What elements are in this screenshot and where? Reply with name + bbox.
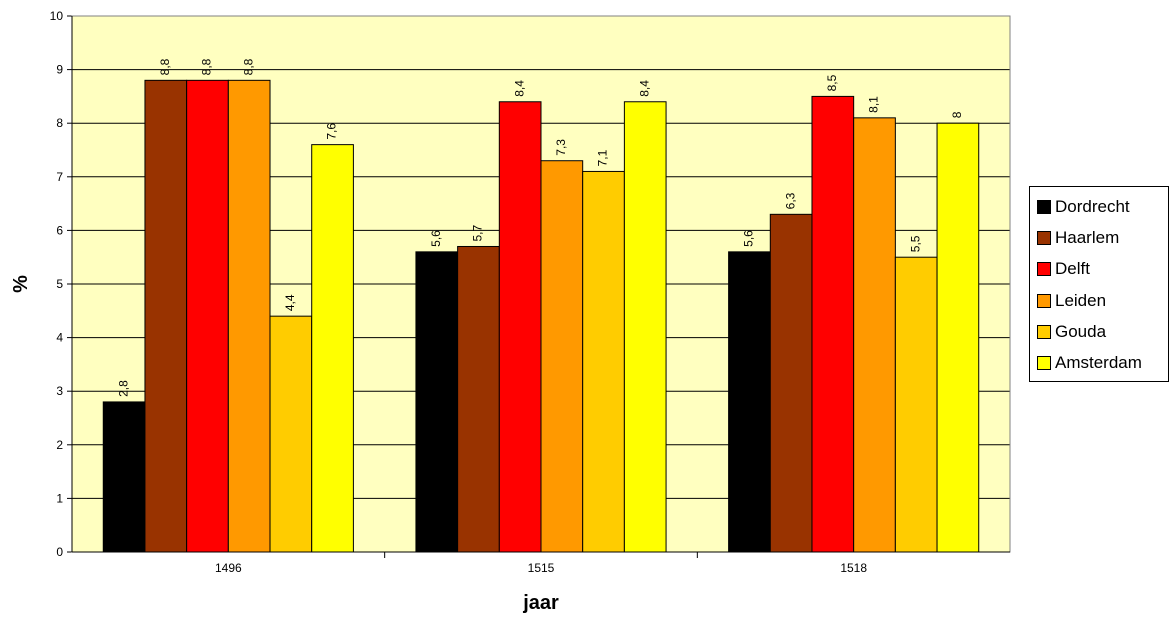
bar-leiden (540, 160, 584, 553)
legend-label: Dordrecht (1055, 196, 1130, 216)
data-label: 5,6 (429, 230, 443, 247)
legend-label: Gouda (1055, 321, 1107, 341)
data-label: 8 (950, 111, 964, 118)
data-label: 2,8 (116, 380, 130, 397)
legend-item-amsterdam: Amsterdam (1030, 347, 1168, 378)
bar-dordrecht (102, 401, 146, 553)
legend-item-leiden: Leiden (1030, 285, 1168, 316)
y-tick-label: 2 (56, 438, 63, 452)
data-label: 7,6 (325, 123, 339, 140)
y-tick-label: 10 (50, 9, 64, 23)
data-label: 8,5 (825, 74, 839, 91)
y-tick-label: 9 (56, 63, 63, 77)
y-tick-label: 3 (56, 384, 63, 398)
y-tick-label: 7 (56, 170, 63, 184)
data-label: 8,4 (512, 80, 526, 97)
legend-item-delft: Delft (1030, 254, 1168, 285)
bar-haarlem (457, 245, 500, 553)
data-label: 8,4 (637, 80, 651, 97)
data-label: 5,7 (471, 224, 485, 241)
bar-amsterdam (936, 122, 980, 553)
legend-label: Haarlem (1055, 227, 1120, 247)
bar-gouda (894, 256, 938, 553)
bar-gouda (582, 170, 625, 553)
bar-haarlem (769, 213, 813, 553)
bar-dordrecht (415, 251, 459, 553)
legend-item-haarlem: Haarlem (1030, 222, 1168, 253)
y-tick-label: 8 (56, 116, 63, 130)
data-label: 8,8 (241, 58, 255, 75)
data-label: 8,1 (867, 96, 881, 113)
legend-swatch (1037, 293, 1051, 308)
bar-haarlem (144, 79, 188, 553)
y-tick-label: 0 (56, 545, 63, 559)
bar-delft (811, 95, 855, 553)
legend-item-dordrecht: Dordrecht (1030, 191, 1168, 222)
x-axis-title: jaar (522, 592, 559, 614)
legend-item-gouda: Gouda (1030, 316, 1168, 347)
data-label: 7,1 (596, 149, 610, 166)
legend: Dordrecht Haarlem Delft Leiden Gouda Amsterda… (1029, 186, 1169, 382)
legend-swatch (1037, 262, 1051, 277)
y-tick-label: 4 (56, 331, 63, 345)
data-label: 8,8 (158, 58, 172, 75)
y-tick-label: 6 (56, 223, 63, 237)
y-tick-label: 1 (56, 491, 63, 505)
bar-delft (186, 79, 229, 553)
data-label: 8,8 (200, 58, 214, 75)
bar-amsterdam (623, 101, 667, 553)
bar-dordrecht (728, 251, 771, 553)
bar-leiden (227, 79, 271, 553)
legend-label: Amsterdam (1055, 353, 1142, 373)
data-label: 6,3 (783, 192, 797, 209)
legend-swatch (1037, 199, 1051, 214)
data-label: 4,4 (283, 294, 297, 311)
bar-gouda (269, 315, 313, 553)
y-tick-label: 5 (56, 277, 63, 291)
data-label: 7,3 (554, 139, 568, 156)
bar-delft (498, 101, 542, 553)
bar-amsterdam (311, 144, 354, 553)
x-tick-label: 1518 (840, 561, 867, 575)
legend-swatch (1037, 324, 1051, 339)
legend-swatch (1037, 230, 1051, 245)
data-label: 5,6 (742, 230, 756, 247)
legend-label: Leiden (1055, 290, 1107, 310)
data-label: 5,5 (908, 235, 922, 252)
legend-swatch (1037, 356, 1051, 371)
bar-leiden (853, 117, 896, 553)
y-axis-title: % (10, 275, 32, 293)
x-tick-label: 1515 (528, 561, 555, 575)
x-tick-label: 1496 (215, 561, 242, 575)
legend-label: Delft (1055, 259, 1090, 279)
